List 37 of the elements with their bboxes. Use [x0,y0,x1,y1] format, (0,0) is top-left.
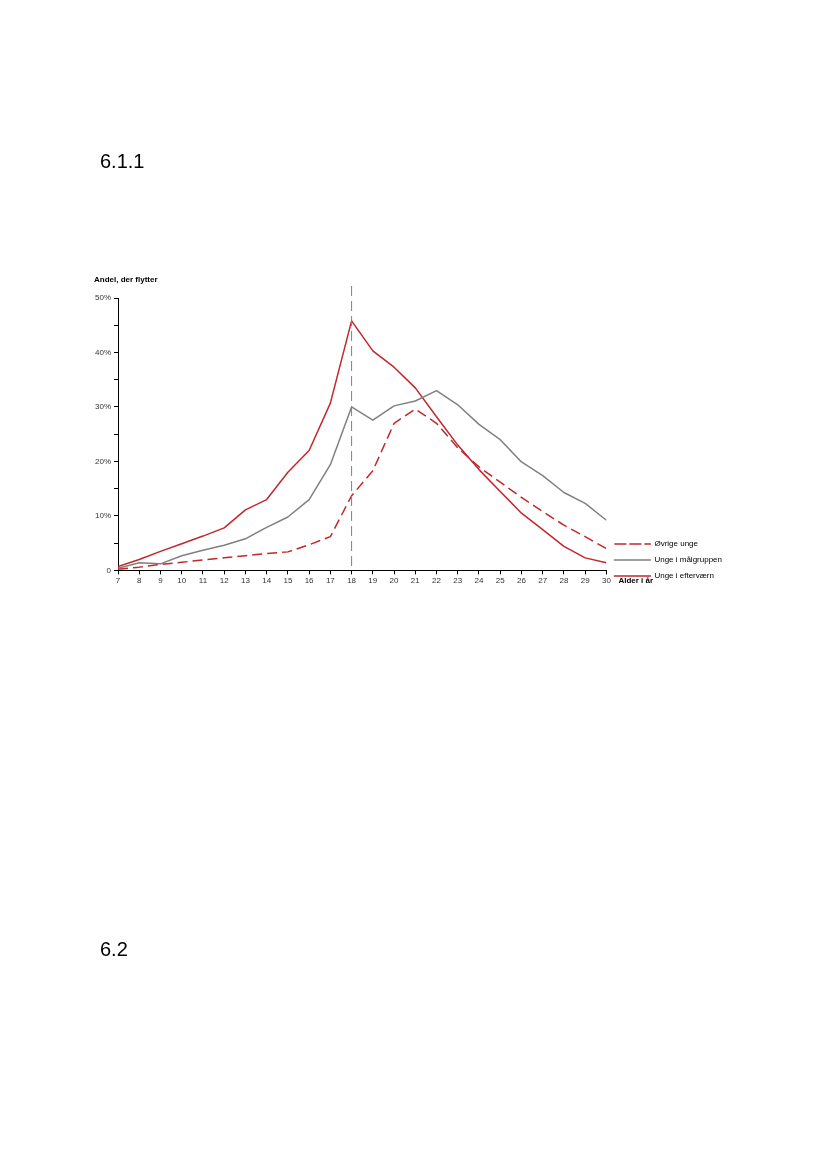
x-tick-label: 25 [495,576,506,586]
y-tick-label: 50% [95,293,112,303]
legend-label: Unge i efterværn [654,571,714,581]
x-tick-label: 17 [325,576,336,586]
x-tick-label: 21 [410,576,421,586]
x-tick-label: 24 [474,576,484,586]
x-tick-label: 29 [580,576,591,586]
x-tick-label: 28 [559,576,569,586]
y-tick-label: 10% [95,511,112,521]
x-tick-label: 7 [115,576,121,586]
x-tick-label: 20 [389,576,400,586]
y-tick-label: 20% [95,456,112,466]
x-tick-label: 27 [538,576,548,586]
legend-label: Øvrige unge [654,539,699,549]
x-tick-label: 11 [198,576,208,586]
y-tick-label: 40% [95,347,112,357]
x-axis-title: Alder i år [618,575,654,585]
x-tick-label: 15 [283,576,293,586]
legend-label: Unge i målgruppen [654,555,723,565]
x-tick-label: 18 [347,576,357,586]
x-tick-label: 8 [137,576,143,586]
y-tick-label: 30% [95,402,112,412]
text: 6.1.1 [100,150,145,173]
x-tick-label: 23 [453,576,463,586]
x-tick-label: 14 [262,576,272,586]
x-tick-label: 16 [304,576,315,586]
y-axis-title: Andel, der flytter [94,275,158,285]
x-tick-label: 19 [368,576,378,586]
y-tick-label: 0 [106,565,112,575]
x-tick-label: 10 [177,576,187,586]
x-tick-label: 9 [158,576,164,586]
x-tick-label: 12 [219,576,230,586]
x-tick-label: 13 [240,576,251,586]
text: 6.2 [100,938,128,961]
x-tick-label: 22 [432,576,442,586]
x-tick-label: 30 [601,576,612,586]
x-tick-label: 26 [517,576,527,586]
